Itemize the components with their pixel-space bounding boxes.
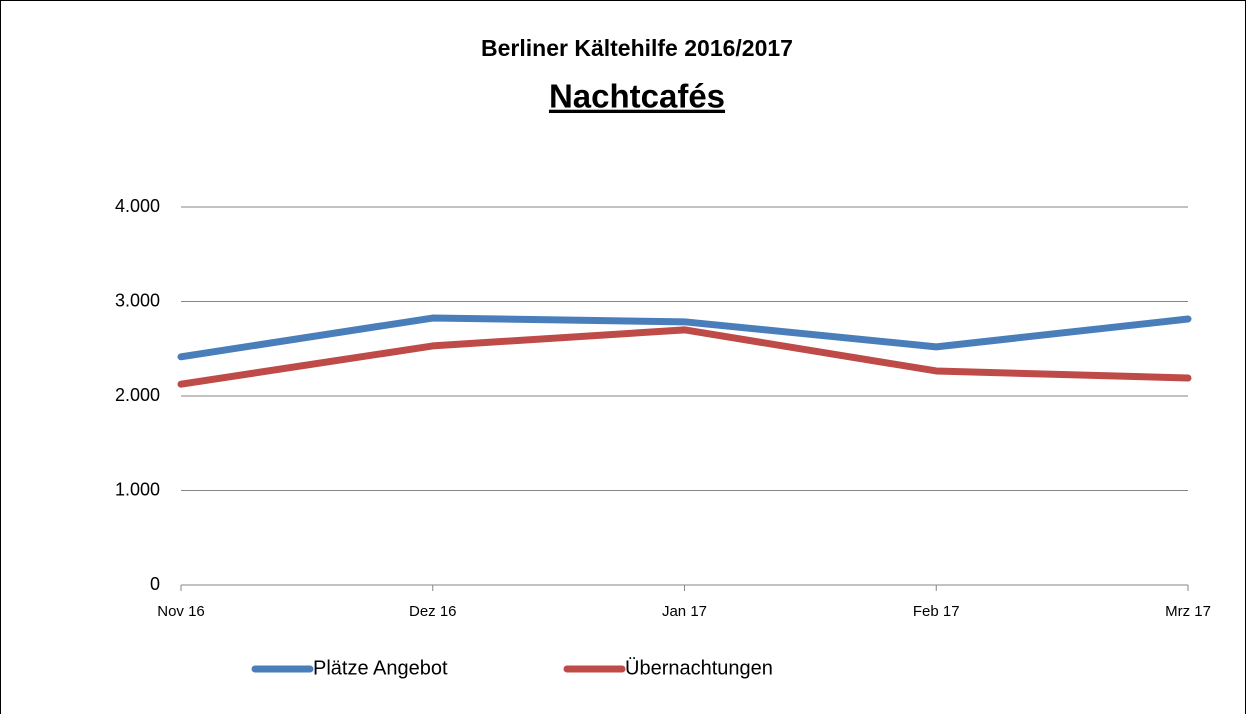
legend-label: Plätze Angebot (313, 657, 448, 679)
series-line (177, 326, 1192, 388)
chart-title: Berliner Kältehilfe 2016/2017 (481, 35, 793, 61)
x-tick-label: Mrz 17 (1165, 603, 1211, 620)
x-tick-label: Jan 17 (662, 603, 707, 620)
series-line (177, 314, 1192, 361)
x-tick-label: Dez 16 (409, 603, 457, 620)
x-tick-label: Nov 16 (157, 603, 205, 620)
y-tick-label: 4.000 (115, 196, 160, 216)
x-tick-label: Feb 17 (913, 603, 960, 620)
y-tick-label: 3.000 (115, 290, 160, 310)
y-tick-label: 0 (150, 574, 160, 594)
legend-label: Übernachtungen (625, 657, 773, 679)
y-tick-label: 2.000 (115, 385, 160, 405)
y-tick-label: 1.000 (115, 479, 160, 499)
chart-subtitle: Nachtcafés (549, 78, 725, 115)
